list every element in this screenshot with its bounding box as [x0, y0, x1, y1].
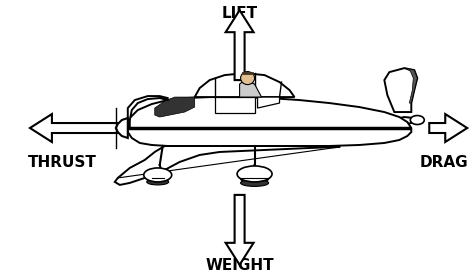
Polygon shape	[226, 10, 254, 80]
Polygon shape	[116, 118, 128, 138]
Polygon shape	[367, 117, 414, 133]
Ellipse shape	[241, 172, 269, 184]
Ellipse shape	[410, 116, 424, 124]
Polygon shape	[128, 97, 411, 146]
Polygon shape	[215, 97, 255, 113]
Ellipse shape	[147, 173, 169, 183]
Polygon shape	[239, 80, 262, 97]
Polygon shape	[128, 96, 168, 128]
Text: WEIGHT: WEIGHT	[205, 258, 274, 273]
Polygon shape	[115, 146, 339, 185]
Ellipse shape	[144, 168, 172, 182]
Polygon shape	[226, 195, 254, 265]
Polygon shape	[155, 97, 195, 117]
Polygon shape	[429, 114, 467, 142]
Ellipse shape	[237, 166, 272, 182]
Polygon shape	[30, 114, 118, 142]
Text: DRAG: DRAG	[420, 155, 469, 170]
Ellipse shape	[241, 179, 269, 186]
Polygon shape	[195, 73, 294, 97]
Polygon shape	[404, 68, 417, 103]
Text: THRUST: THRUST	[27, 155, 96, 170]
Ellipse shape	[147, 179, 169, 185]
Text: LIFT: LIFT	[221, 6, 258, 21]
Ellipse shape	[241, 72, 255, 85]
Polygon shape	[384, 68, 417, 112]
Polygon shape	[257, 97, 280, 108]
